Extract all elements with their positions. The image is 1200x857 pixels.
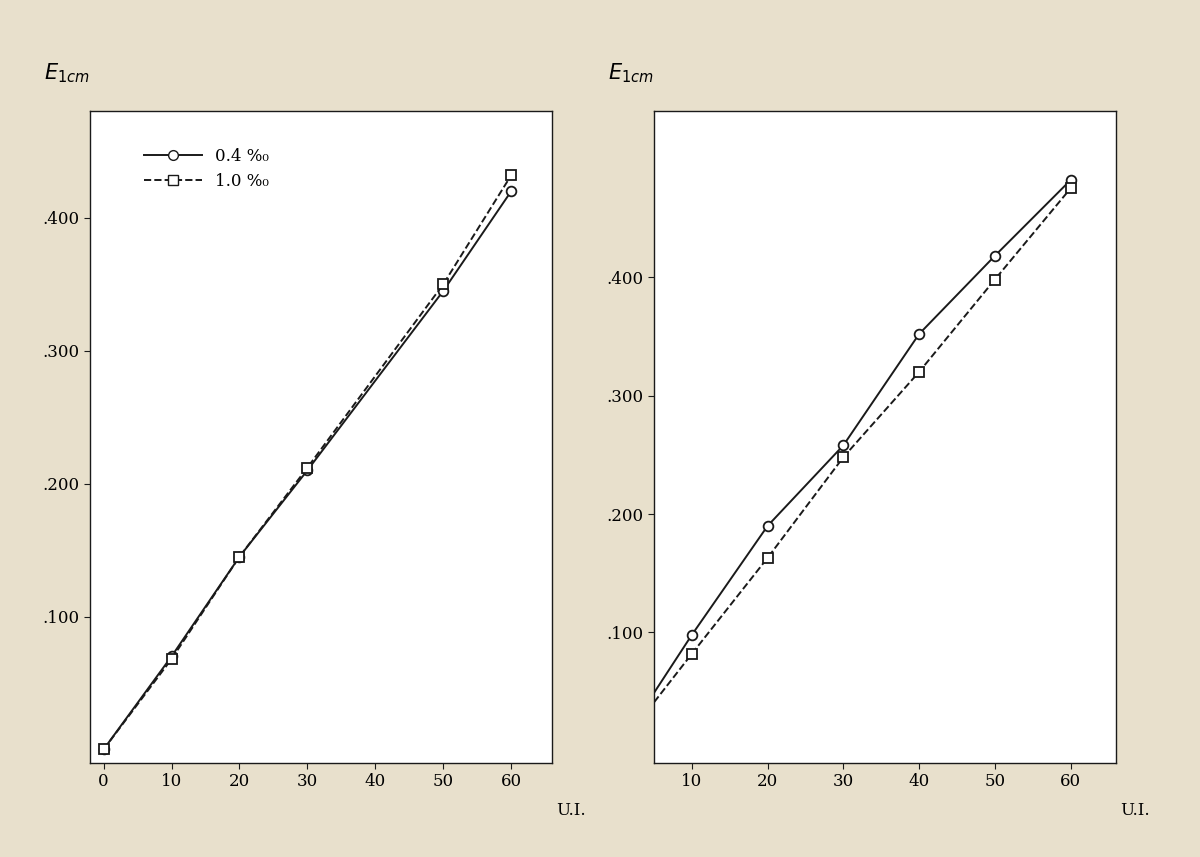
Legend: 0.4 %₀, 1.0 %₀: 0.4 %₀, 1.0 %₀: [136, 140, 277, 198]
Text: $E_{1cm}$: $E_{1cm}$: [43, 62, 90, 86]
Text: U.I.: U.I.: [557, 802, 587, 818]
Text: U.I.: U.I.: [1121, 802, 1151, 818]
Text: $E_{1cm}$: $E_{1cm}$: [607, 62, 654, 86]
